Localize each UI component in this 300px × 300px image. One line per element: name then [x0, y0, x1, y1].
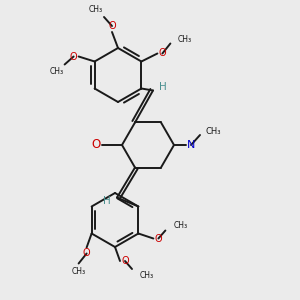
Text: O: O	[121, 256, 129, 266]
Text: O: O	[108, 21, 116, 31]
Text: CH₃: CH₃	[50, 67, 64, 76]
Text: CH₃: CH₃	[89, 5, 103, 14]
Text: CH₃: CH₃	[206, 127, 221, 136]
Text: O: O	[159, 49, 166, 58]
Text: CH₃: CH₃	[140, 272, 154, 280]
Text: O: O	[154, 233, 162, 244]
Text: H: H	[103, 196, 111, 206]
Text: CH₃: CH₃	[72, 267, 86, 276]
Text: CH₃: CH₃	[177, 35, 191, 44]
Text: H: H	[159, 82, 167, 92]
Text: O: O	[92, 139, 100, 152]
Text: O: O	[83, 248, 90, 259]
Text: CH₃: CH₃	[173, 221, 188, 230]
Text: N: N	[187, 140, 195, 150]
Text: O: O	[70, 52, 77, 61]
